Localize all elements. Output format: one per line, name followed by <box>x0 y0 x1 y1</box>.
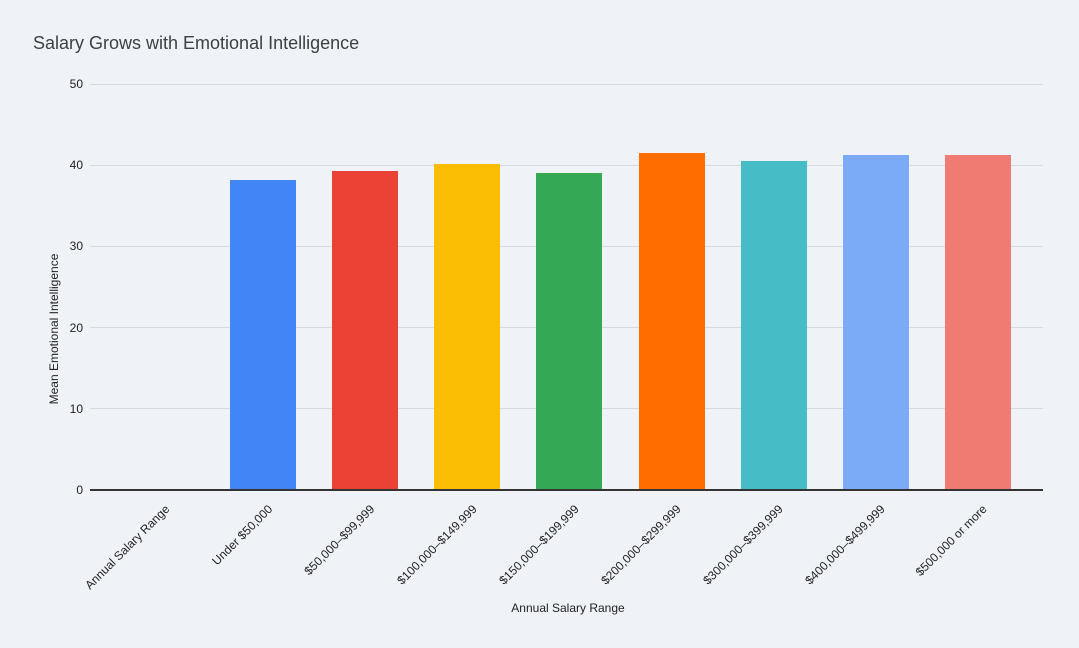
x-category-label-text: $400,000–$499,999 <box>802 502 888 588</box>
bar <box>536 172 603 490</box>
bar <box>638 153 705 490</box>
y-tick-label: 10 <box>69 401 83 416</box>
x-category-label-text: $300,000–$399,999 <box>700 502 786 588</box>
bar <box>740 161 807 490</box>
x-category-label-text: $500,000 or more <box>912 502 990 579</box>
y-tick-label: 50 <box>69 77 83 91</box>
y-tick-label: 40 <box>69 158 83 173</box>
x-axis-title: Annual Salary Range <box>511 601 625 615</box>
bar <box>842 154 909 490</box>
y-gridline <box>90 164 1043 166</box>
x-category-label-text: Under $50,000 <box>208 502 275 569</box>
x-axis-baseline <box>90 489 1043 491</box>
x-category-label-text: $150,000–$199,999 <box>495 502 582 588</box>
bar <box>230 179 297 490</box>
bar <box>332 170 399 490</box>
y-axis-title: Mean Emotional Intelligence <box>47 253 61 405</box>
y-gridline <box>90 83 1043 85</box>
y-tick-label: 20 <box>69 320 83 335</box>
x-category-label-text: $50,000–$99,999 <box>301 502 378 578</box>
chart-title: Salary Grows with Emotional Intelligence <box>33 33 360 53</box>
y-tick-label: 0 <box>76 483 83 497</box>
x-category-label-text: $100,000–$149,999 <box>393 502 480 588</box>
x-category-label-text: Annual Salary Range <box>82 502 173 593</box>
y-tick-label: 30 <box>69 239 83 254</box>
bar <box>944 154 1011 490</box>
x-category-label-text: $200,000–$299,999 <box>598 502 684 588</box>
bar <box>434 163 501 490</box>
